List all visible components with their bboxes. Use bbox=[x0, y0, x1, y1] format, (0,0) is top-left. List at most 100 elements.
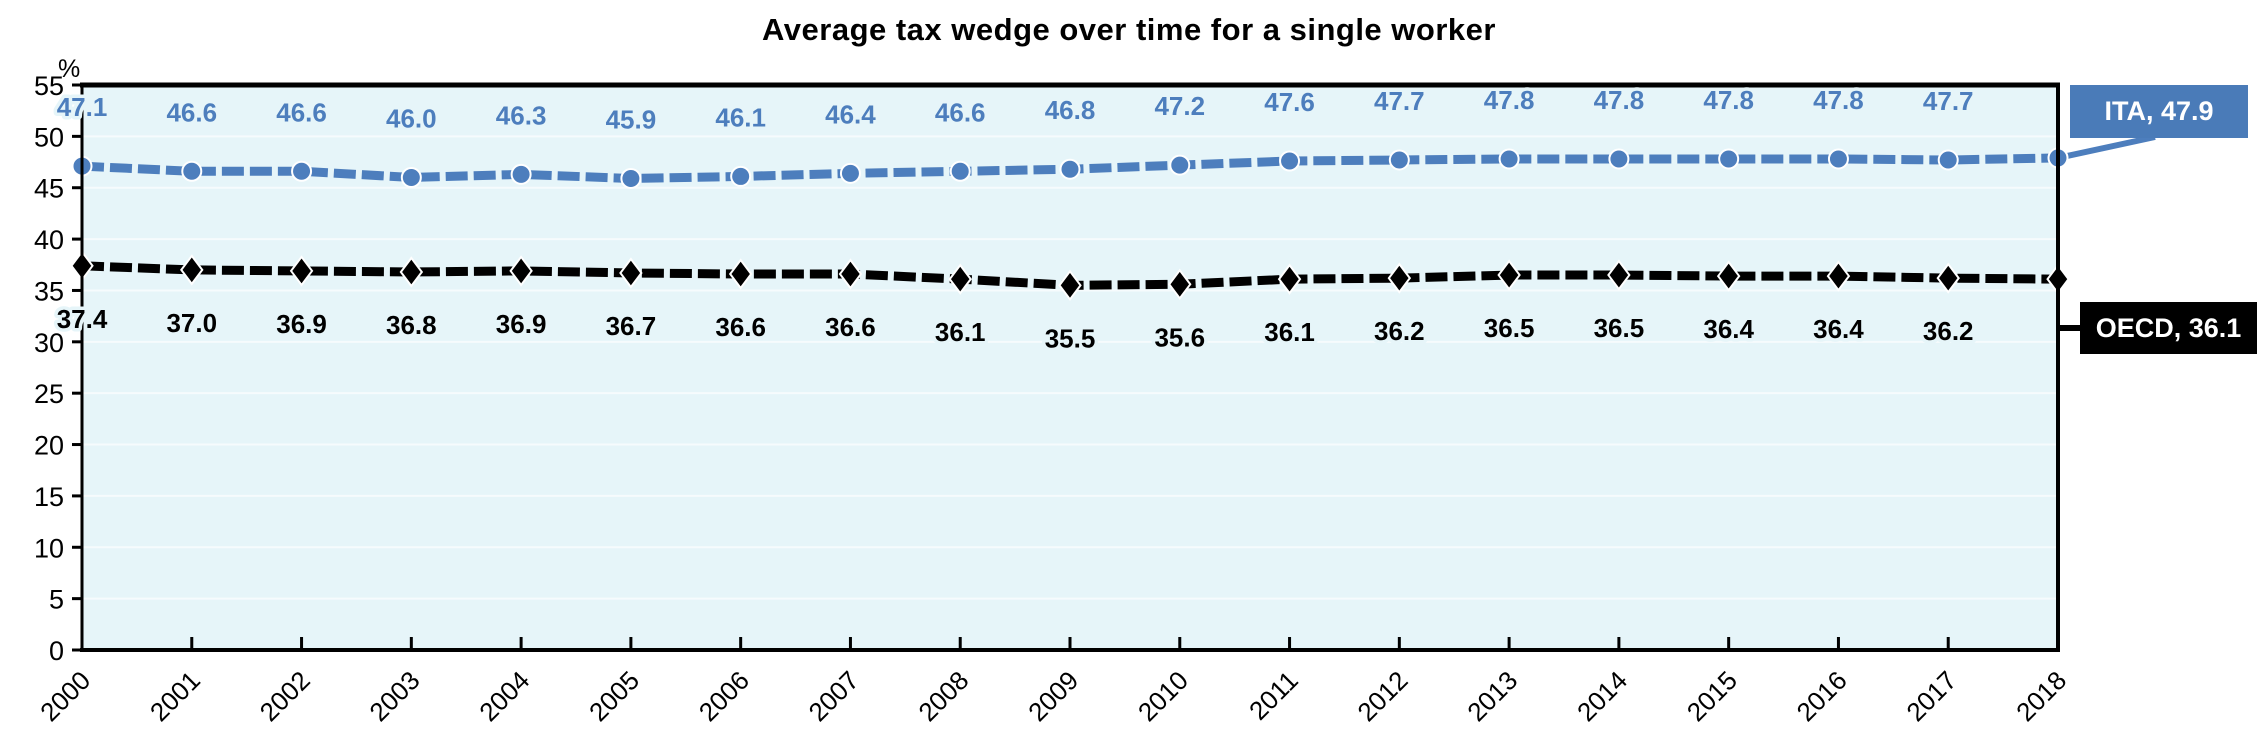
oecd-data-point-marker bbox=[509, 255, 533, 287]
ita-data-point-marker bbox=[730, 165, 752, 187]
ita-data-point-marker bbox=[1059, 158, 1081, 180]
y-axis-tick-label: 35 bbox=[34, 276, 64, 306]
ita-data-label: 45.9 bbox=[606, 104, 657, 134]
ita-data-point-marker bbox=[1608, 148, 1630, 170]
oecd-data-label: 36.9 bbox=[496, 309, 547, 339]
x-axis-tick-label: 2006 bbox=[693, 665, 755, 727]
x-axis-tick-label: 2015 bbox=[1681, 665, 1743, 727]
y-axis-tick-label: 45 bbox=[34, 174, 64, 204]
ita-data-label: 47.6 bbox=[1264, 87, 1315, 117]
oecd-data-point-marker bbox=[838, 258, 863, 290]
ita-data-label: 46.8 bbox=[1045, 95, 1096, 125]
oecd-data-label: 36.4 bbox=[1703, 314, 1754, 344]
y-axis-tick-label: 25 bbox=[34, 379, 64, 409]
ita-data-point-marker bbox=[1937, 149, 1959, 171]
chart-title: Average tax wedge over time for a single… bbox=[762, 12, 1496, 47]
ita-data-point-marker bbox=[181, 160, 203, 182]
oecd-data-point-marker bbox=[399, 256, 424, 288]
ita-data-label: 47.8 bbox=[1813, 85, 1864, 115]
ita-data-point-marker bbox=[620, 167, 642, 189]
x-axis-tick-label: 2008 bbox=[912, 665, 974, 727]
ita-data-point-marker bbox=[400, 166, 422, 188]
y-axis-tick-label: 0 bbox=[49, 636, 64, 666]
ita-data-point-marker bbox=[1498, 148, 1520, 170]
oecd-data-point-marker bbox=[289, 255, 314, 287]
y-axis-unit-label: % bbox=[58, 55, 81, 83]
ita-data-label: 46.6 bbox=[935, 97, 986, 127]
ita-callout-connector bbox=[2057, 134, 2156, 161]
oecd-data-point-marker bbox=[1387, 262, 1412, 294]
ita-data-label: 46.0 bbox=[386, 103, 437, 133]
oecd-data-label: 36.5 bbox=[1484, 313, 1535, 343]
oecd-data-label: 35.5 bbox=[1045, 323, 1096, 353]
oecd-data-point-marker bbox=[180, 254, 204, 286]
ita-data-label: 47.8 bbox=[1484, 85, 1535, 115]
oecd-data-point-marker bbox=[1277, 263, 1302, 295]
oecd-data-point-marker bbox=[1168, 268, 1192, 300]
ita-data-point-marker bbox=[510, 163, 532, 185]
ita-data-point-marker bbox=[1718, 148, 1740, 170]
y-axis-tick-label: 40 bbox=[34, 225, 64, 255]
x-axis-tick-label: 2007 bbox=[803, 665, 865, 727]
oecd-data-point-marker bbox=[1936, 262, 1960, 294]
x-axis-tick-label: 2001 bbox=[144, 665, 206, 727]
oecd-data-label: 36.6 bbox=[715, 312, 766, 342]
ita-data-point-marker bbox=[949, 160, 971, 182]
y-axis-tick-label: 10 bbox=[34, 533, 64, 563]
ita-data-point-marker bbox=[839, 162, 861, 184]
oecd-data-point-marker bbox=[1497, 259, 1521, 291]
ita-series-callout-badge: ITA, 47.9 bbox=[2070, 85, 2248, 138]
x-axis-tick-label: 2002 bbox=[254, 665, 316, 727]
x-axis-tick-label: 2011 bbox=[1243, 665, 1304, 726]
y-axis-tick-label: 50 bbox=[34, 122, 64, 152]
ita-data-label: 47.7 bbox=[1923, 86, 1974, 116]
x-axis-tick-label: 2018 bbox=[2010, 665, 2072, 727]
x-axis-tick-label: 2017 bbox=[1900, 665, 1962, 727]
oecd-data-label: 36.8 bbox=[386, 310, 437, 340]
x-axis-tick-label: 2010 bbox=[1132, 665, 1194, 727]
x-axis-tick-label: 2005 bbox=[583, 665, 645, 727]
ita-data-point-marker bbox=[1388, 149, 1410, 171]
oecd-data-label: 35.6 bbox=[1154, 322, 1205, 352]
y-axis-tick-label: 15 bbox=[34, 482, 64, 512]
oecd-data-point-marker bbox=[1826, 260, 1851, 292]
oecd-data-label: 36.6 bbox=[825, 312, 876, 342]
ita-data-point-marker bbox=[1827, 148, 1849, 170]
oecd-data-label: 36.9 bbox=[276, 309, 327, 339]
oecd-data-label: 36.7 bbox=[606, 311, 657, 341]
x-axis-tick-label: 2014 bbox=[1571, 665, 1633, 727]
ita-data-label: 47.1 bbox=[57, 92, 108, 122]
oecd-data-point-marker bbox=[728, 258, 753, 290]
ita-data-label: 47.7 bbox=[1374, 86, 1425, 116]
y-axis-tick-label: 20 bbox=[34, 431, 64, 461]
y-axis-tick-label: 55 bbox=[34, 71, 64, 101]
x-axis-tick-label: 2012 bbox=[1351, 665, 1413, 727]
oecd-data-point-marker bbox=[1607, 259, 1631, 291]
ita-data-label: 47.2 bbox=[1154, 91, 1205, 121]
oecd-data-point-marker bbox=[1716, 260, 1741, 292]
y-axis-tick-label: 5 bbox=[49, 585, 64, 615]
ita-data-label: 47.8 bbox=[1703, 85, 1754, 115]
oecd-data-label: 36.1 bbox=[935, 317, 986, 347]
x-axis-tick-label: 2003 bbox=[363, 665, 425, 727]
oecd-data-label: 36.5 bbox=[1594, 313, 1645, 343]
x-axis-tick-label: 2000 bbox=[34, 665, 96, 727]
x-axis-tick-label: 2004 bbox=[473, 665, 535, 727]
ita-data-label: 46.3 bbox=[496, 100, 547, 130]
ita-data-point-marker bbox=[291, 160, 313, 182]
oecd-data-label: 36.2 bbox=[1374, 316, 1425, 346]
oecd-data-label: 37.4 bbox=[57, 304, 108, 334]
ita-data-label: 46.6 bbox=[166, 97, 217, 127]
ita-data-label: 46.1 bbox=[715, 102, 766, 132]
oecd-data-point-marker bbox=[619, 257, 643, 289]
oecd-data-label: 37.0 bbox=[166, 308, 217, 338]
x-axis-tick-label: 2013 bbox=[1461, 665, 1523, 727]
x-axis-tick-label: 2009 bbox=[1022, 665, 1084, 727]
ita-data-point-marker bbox=[1279, 150, 1301, 172]
oecd-data-point-marker bbox=[1058, 269, 1082, 301]
ita-data-point-marker bbox=[1169, 154, 1191, 176]
x-axis-tick-label: 2016 bbox=[1791, 665, 1853, 727]
oecd-data-point-marker bbox=[948, 263, 972, 295]
